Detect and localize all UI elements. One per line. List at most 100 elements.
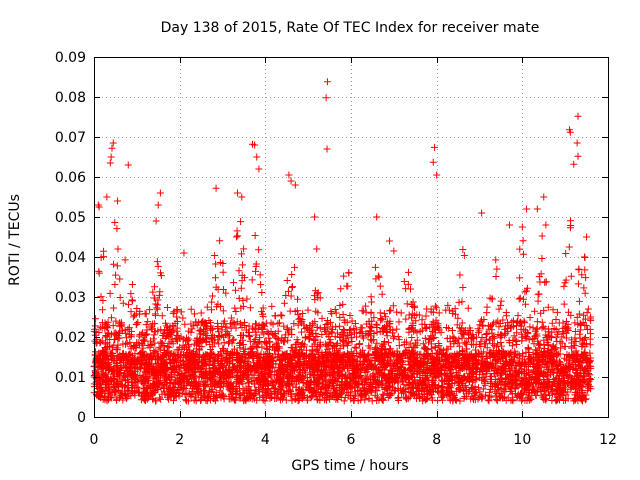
data-point	[382, 313, 390, 321]
data-point	[111, 281, 119, 289]
data-point	[386, 307, 394, 315]
data-point	[288, 284, 296, 292]
data-point	[311, 213, 319, 221]
data-point	[150, 331, 158, 339]
data-point	[227, 314, 235, 322]
data-point	[231, 304, 239, 312]
data-point	[529, 324, 537, 332]
data-point	[142, 321, 150, 329]
data-point	[230, 335, 238, 343]
data-point	[493, 397, 501, 405]
data-point	[124, 161, 132, 169]
data-point	[212, 184, 220, 192]
data-point	[368, 337, 376, 345]
data-point	[542, 395, 550, 403]
data-point	[516, 245, 524, 253]
data-point	[422, 324, 430, 332]
data-point	[393, 325, 401, 333]
data-point	[294, 311, 302, 319]
data-point	[499, 316, 507, 324]
data-point	[92, 315, 100, 323]
data-point	[562, 250, 570, 258]
data-point	[522, 334, 530, 342]
data-point	[140, 372, 148, 380]
data-point	[110, 304, 118, 312]
data-point	[444, 301, 452, 309]
data-point	[581, 253, 589, 261]
data-point	[275, 319, 283, 327]
data-point	[251, 141, 259, 149]
data-point	[190, 322, 198, 330]
data-point	[232, 286, 240, 294]
data-point	[106, 159, 114, 167]
data-point	[219, 268, 227, 276]
data-point	[385, 339, 393, 347]
data-point	[215, 340, 223, 348]
data-point	[389, 334, 397, 342]
data-point	[322, 94, 330, 102]
data-point	[111, 219, 119, 227]
data-point	[318, 314, 326, 322]
chart-title: Day 138 of 2015, Rate Of TEC Index for r…	[161, 20, 540, 36]
data-point	[459, 245, 467, 253]
data-point	[157, 395, 165, 403]
data-point	[331, 305, 339, 313]
data-point	[153, 304, 161, 312]
data-points	[90, 78, 595, 405]
data-point	[459, 284, 467, 292]
data-point	[438, 376, 446, 384]
data-point	[274, 320, 282, 328]
data-point	[348, 317, 356, 325]
data-point	[408, 310, 416, 318]
data-point	[371, 263, 379, 271]
data-point	[283, 276, 291, 284]
data-point	[221, 323, 229, 331]
data-point	[190, 310, 198, 318]
data-point	[404, 268, 412, 276]
data-point	[485, 397, 493, 405]
data-point	[375, 273, 383, 281]
data-point	[508, 396, 516, 404]
data-point	[538, 232, 546, 240]
data-point	[230, 279, 238, 287]
data-point	[113, 262, 121, 270]
data-point	[586, 371, 594, 379]
data-point	[534, 297, 542, 305]
data-point	[523, 205, 531, 213]
data-point	[269, 320, 277, 328]
data-point	[155, 394, 163, 402]
data-point	[553, 308, 561, 316]
data-point	[289, 283, 297, 291]
data-point	[294, 295, 302, 303]
data-point	[197, 326, 205, 334]
data-point	[169, 397, 177, 405]
data-point	[271, 312, 279, 320]
data-point	[483, 330, 491, 338]
data-point	[127, 308, 135, 316]
data-point	[216, 237, 224, 245]
data-point	[564, 327, 572, 335]
data-point	[581, 321, 589, 329]
data-point	[573, 313, 581, 321]
data-point	[278, 312, 286, 320]
data-point	[124, 393, 132, 401]
data-point	[458, 334, 466, 342]
data-point	[540, 193, 548, 201]
data-point	[99, 247, 107, 255]
data-point	[126, 338, 134, 346]
data-point	[271, 368, 279, 376]
data-point	[135, 310, 143, 318]
data-point	[233, 189, 241, 197]
data-point	[340, 272, 348, 280]
data-point	[548, 319, 556, 327]
data-point	[190, 396, 198, 404]
data-point	[91, 322, 99, 330]
data-point	[581, 289, 589, 297]
data-point	[291, 181, 299, 189]
data-point	[154, 201, 162, 209]
data-point	[235, 294, 243, 302]
data-point	[422, 395, 430, 403]
data-point	[291, 263, 299, 271]
data-point	[402, 315, 410, 323]
